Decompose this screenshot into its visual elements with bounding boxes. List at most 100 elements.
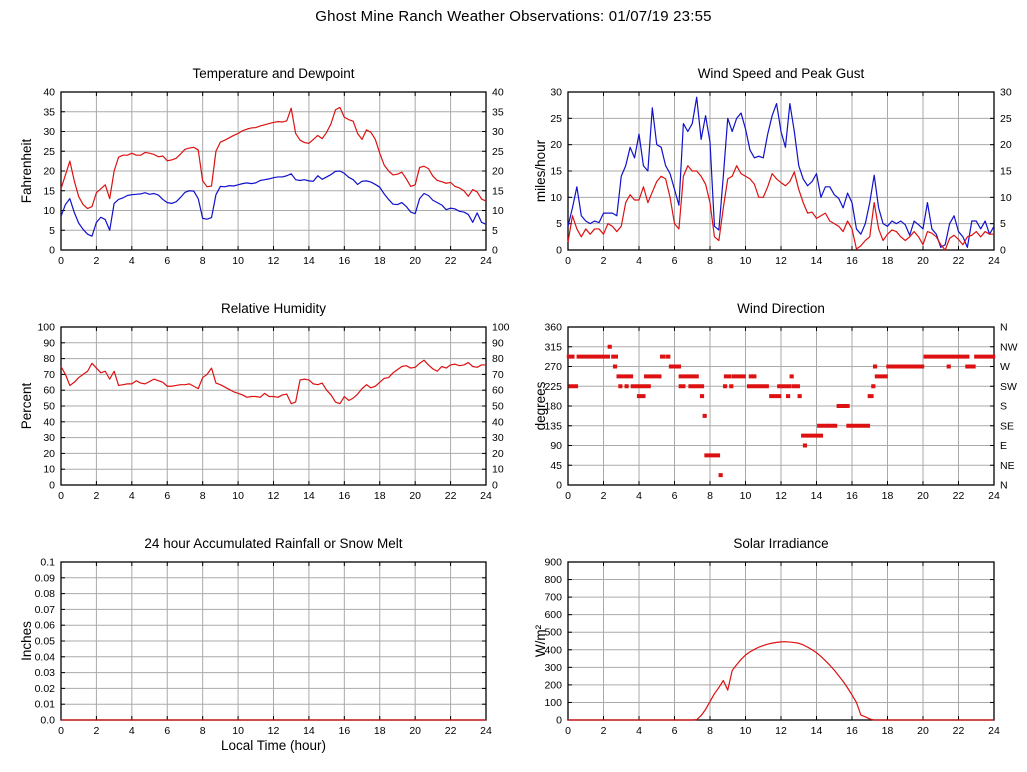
svg-text:60: 60 — [43, 385, 55, 397]
svg-text:10: 10 — [492, 205, 504, 217]
svg-text:8: 8 — [707, 725, 713, 737]
svg-text:0: 0 — [565, 255, 571, 267]
svg-text:90: 90 — [43, 337, 55, 349]
svg-text:0: 0 — [1000, 245, 1006, 257]
svg-text:SW: SW — [1000, 381, 1017, 393]
svg-text:8: 8 — [200, 490, 206, 502]
svg-text:20: 20 — [917, 725, 929, 737]
page-title: Ghost Mine Ranch Weather Observations: 0… — [315, 8, 712, 25]
svg-text:2: 2 — [93, 255, 99, 267]
svg-text:22: 22 — [953, 725, 965, 737]
svg-text:20: 20 — [409, 255, 421, 267]
svg-text:2: 2 — [93, 725, 99, 737]
svg-text:12: 12 — [775, 725, 787, 737]
svg-text:8: 8 — [200, 255, 206, 267]
svg-text:2: 2 — [601, 490, 607, 502]
svg-text:15: 15 — [1000, 166, 1012, 178]
svg-text:600: 600 — [544, 609, 562, 621]
svg-text:10: 10 — [492, 464, 504, 476]
svg-text:0.06: 0.06 — [35, 620, 56, 632]
svg-text:0.09: 0.09 — [35, 572, 56, 584]
svg-text:8: 8 — [707, 255, 713, 267]
svg-text:24: 24 — [480, 490, 492, 502]
svg-text:24: 24 — [988, 490, 1000, 502]
svg-text:16: 16 — [338, 490, 350, 502]
svg-text:80: 80 — [492, 353, 504, 365]
svg-text:200: 200 — [544, 679, 562, 691]
svg-text:2: 2 — [601, 255, 607, 267]
svg-text:0.03: 0.03 — [35, 667, 56, 679]
svg-text:S: S — [1000, 401, 1007, 413]
svg-text:40: 40 — [492, 87, 504, 99]
chart-wind-direction: Wind Direction degrees 0 2 4 6 8 10 12 14 16 18 20… — [514, 285, 1027, 520]
svg-text:18: 18 — [882, 725, 894, 737]
svg-text:8: 8 — [200, 725, 206, 737]
chart-relative-humidity: Relative Humidity Percent 0 2 4 6 8 10 12 14 16 1… — [0, 285, 513, 520]
svg-text:24: 24 — [988, 255, 1000, 267]
svg-text:0.1: 0.1 — [40, 557, 55, 569]
svg-text:6: 6 — [164, 255, 170, 267]
svg-text:225: 225 — [544, 381, 562, 393]
svg-text:0: 0 — [492, 245, 498, 257]
svg-text:35: 35 — [43, 106, 55, 118]
svg-text:0: 0 — [556, 715, 562, 727]
svg-text:90: 90 — [550, 440, 562, 452]
svg-text:10: 10 — [43, 464, 55, 476]
svg-text:4: 4 — [636, 725, 642, 737]
chart-title: Temperature and Dewpoint — [192, 66, 355, 81]
svg-text:12: 12 — [268, 725, 280, 737]
svg-text:30: 30 — [492, 126, 504, 138]
svg-text:45: 45 — [550, 460, 562, 472]
svg-text:14: 14 — [303, 725, 315, 737]
svg-text:0: 0 — [492, 480, 498, 492]
svg-text:180: 180 — [544, 401, 562, 413]
svg-text:30: 30 — [1000, 87, 1012, 99]
svg-text:6: 6 — [672, 255, 678, 267]
svg-text:10: 10 — [232, 255, 244, 267]
svg-text:5: 5 — [556, 218, 562, 230]
svg-text:18: 18 — [374, 490, 386, 502]
svg-text:0: 0 — [49, 245, 55, 257]
svg-text:NE: NE — [1000, 460, 1015, 472]
svg-text:14: 14 — [811, 490, 823, 502]
svg-text:5: 5 — [49, 225, 55, 237]
svg-text:270: 270 — [544, 361, 562, 373]
svg-text:25: 25 — [550, 113, 562, 125]
svg-text:N: N — [1000, 480, 1008, 492]
svg-text:700: 700 — [544, 592, 562, 604]
svg-text:4: 4 — [129, 255, 135, 267]
svg-text:30: 30 — [550, 87, 562, 99]
svg-text:14: 14 — [811, 725, 823, 737]
svg-text:22: 22 — [445, 255, 457, 267]
svg-text:24: 24 — [480, 255, 492, 267]
svg-text:4: 4 — [636, 255, 642, 267]
svg-text:315: 315 — [544, 341, 562, 353]
svg-text:12: 12 — [268, 255, 280, 267]
chart-title: 24 hour Accumulated Rainfall or Snow Mel… — [144, 536, 403, 551]
svg-text:18: 18 — [882, 490, 894, 502]
svg-text:16: 16 — [846, 725, 858, 737]
svg-text:10: 10 — [550, 192, 562, 204]
chart-title: Solar Irradiance — [733, 536, 829, 551]
svg-text:12: 12 — [268, 490, 280, 502]
svg-text:30: 30 — [492, 432, 504, 444]
svg-text:20: 20 — [1000, 139, 1012, 151]
svg-text:6: 6 — [164, 490, 170, 502]
x-axis-label: Local Time (hour) — [220, 738, 327, 753]
svg-text:N: N — [1000, 322, 1008, 334]
svg-text:60: 60 — [492, 385, 504, 397]
chart-title: Wind Direction — [737, 301, 825, 316]
svg-text:50: 50 — [43, 401, 55, 413]
svg-text:0: 0 — [49, 480, 55, 492]
chart-title: Wind Speed and Peak Gust — [697, 66, 865, 81]
svg-text:30: 30 — [43, 126, 55, 138]
svg-text:0.01: 0.01 — [35, 699, 56, 711]
svg-text:15: 15 — [550, 166, 562, 178]
svg-text:30: 30 — [43, 432, 55, 444]
svg-text:15: 15 — [43, 185, 55, 197]
svg-text:5: 5 — [492, 225, 498, 237]
svg-text:90: 90 — [492, 337, 504, 349]
svg-text:0.0: 0.0 — [40, 715, 55, 727]
